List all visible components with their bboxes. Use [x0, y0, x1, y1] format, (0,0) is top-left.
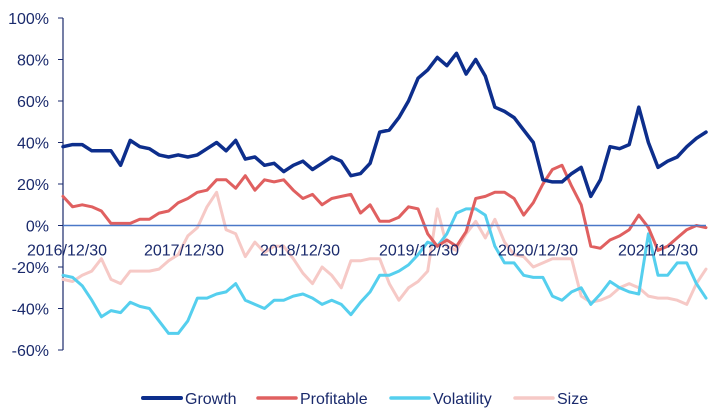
y-tick-label: -60%: [12, 343, 49, 360]
y-tick-label: -20%: [12, 260, 49, 277]
series-line-volatility: [61, 207, 708, 335]
legend-label-volatility: Volatility: [433, 391, 492, 408]
y-tick-label: 80%: [17, 53, 49, 70]
y-tick-label: 40%: [17, 136, 49, 153]
legend-label-profitable: Profitable: [300, 391, 368, 408]
y-tick-label: -40%: [12, 302, 49, 319]
legend-label-growth: Growth: [185, 391, 237, 408]
x-tick-label: 2017/12/30: [144, 243, 224, 260]
series-lines: [61, 51, 708, 335]
y-tick-label: 60%: [17, 94, 49, 111]
series-line-growth: [61, 51, 708, 199]
y-axis-ticks: 100% 80% 60% 40% 20% 0% -20% -40% -60%: [8, 11, 63, 360]
y-tick-label: 0%: [26, 219, 49, 236]
y-tick-label: 20%: [17, 177, 49, 194]
y-tick-label: 100%: [8, 11, 49, 28]
x-axis-ticks: 2016/12/30 2017/12/30 2018/12/30 2019/12/30…: [27, 243, 698, 260]
legend: Growth Profitable Volatility Size: [141, 391, 588, 408]
x-tick-label: 2018/12/30: [260, 243, 340, 260]
x-tick-label: 2020/12/30: [498, 243, 578, 260]
x-tick-label: 2019/12/30: [379, 243, 459, 260]
x-tick-label: 2016/12/30: [27, 243, 107, 260]
series-line-profitable: [61, 163, 708, 252]
series-line-size: [61, 190, 708, 306]
legend-label-size: Size: [557, 391, 588, 408]
x-tick-label: 2021/12/30: [618, 243, 698, 260]
